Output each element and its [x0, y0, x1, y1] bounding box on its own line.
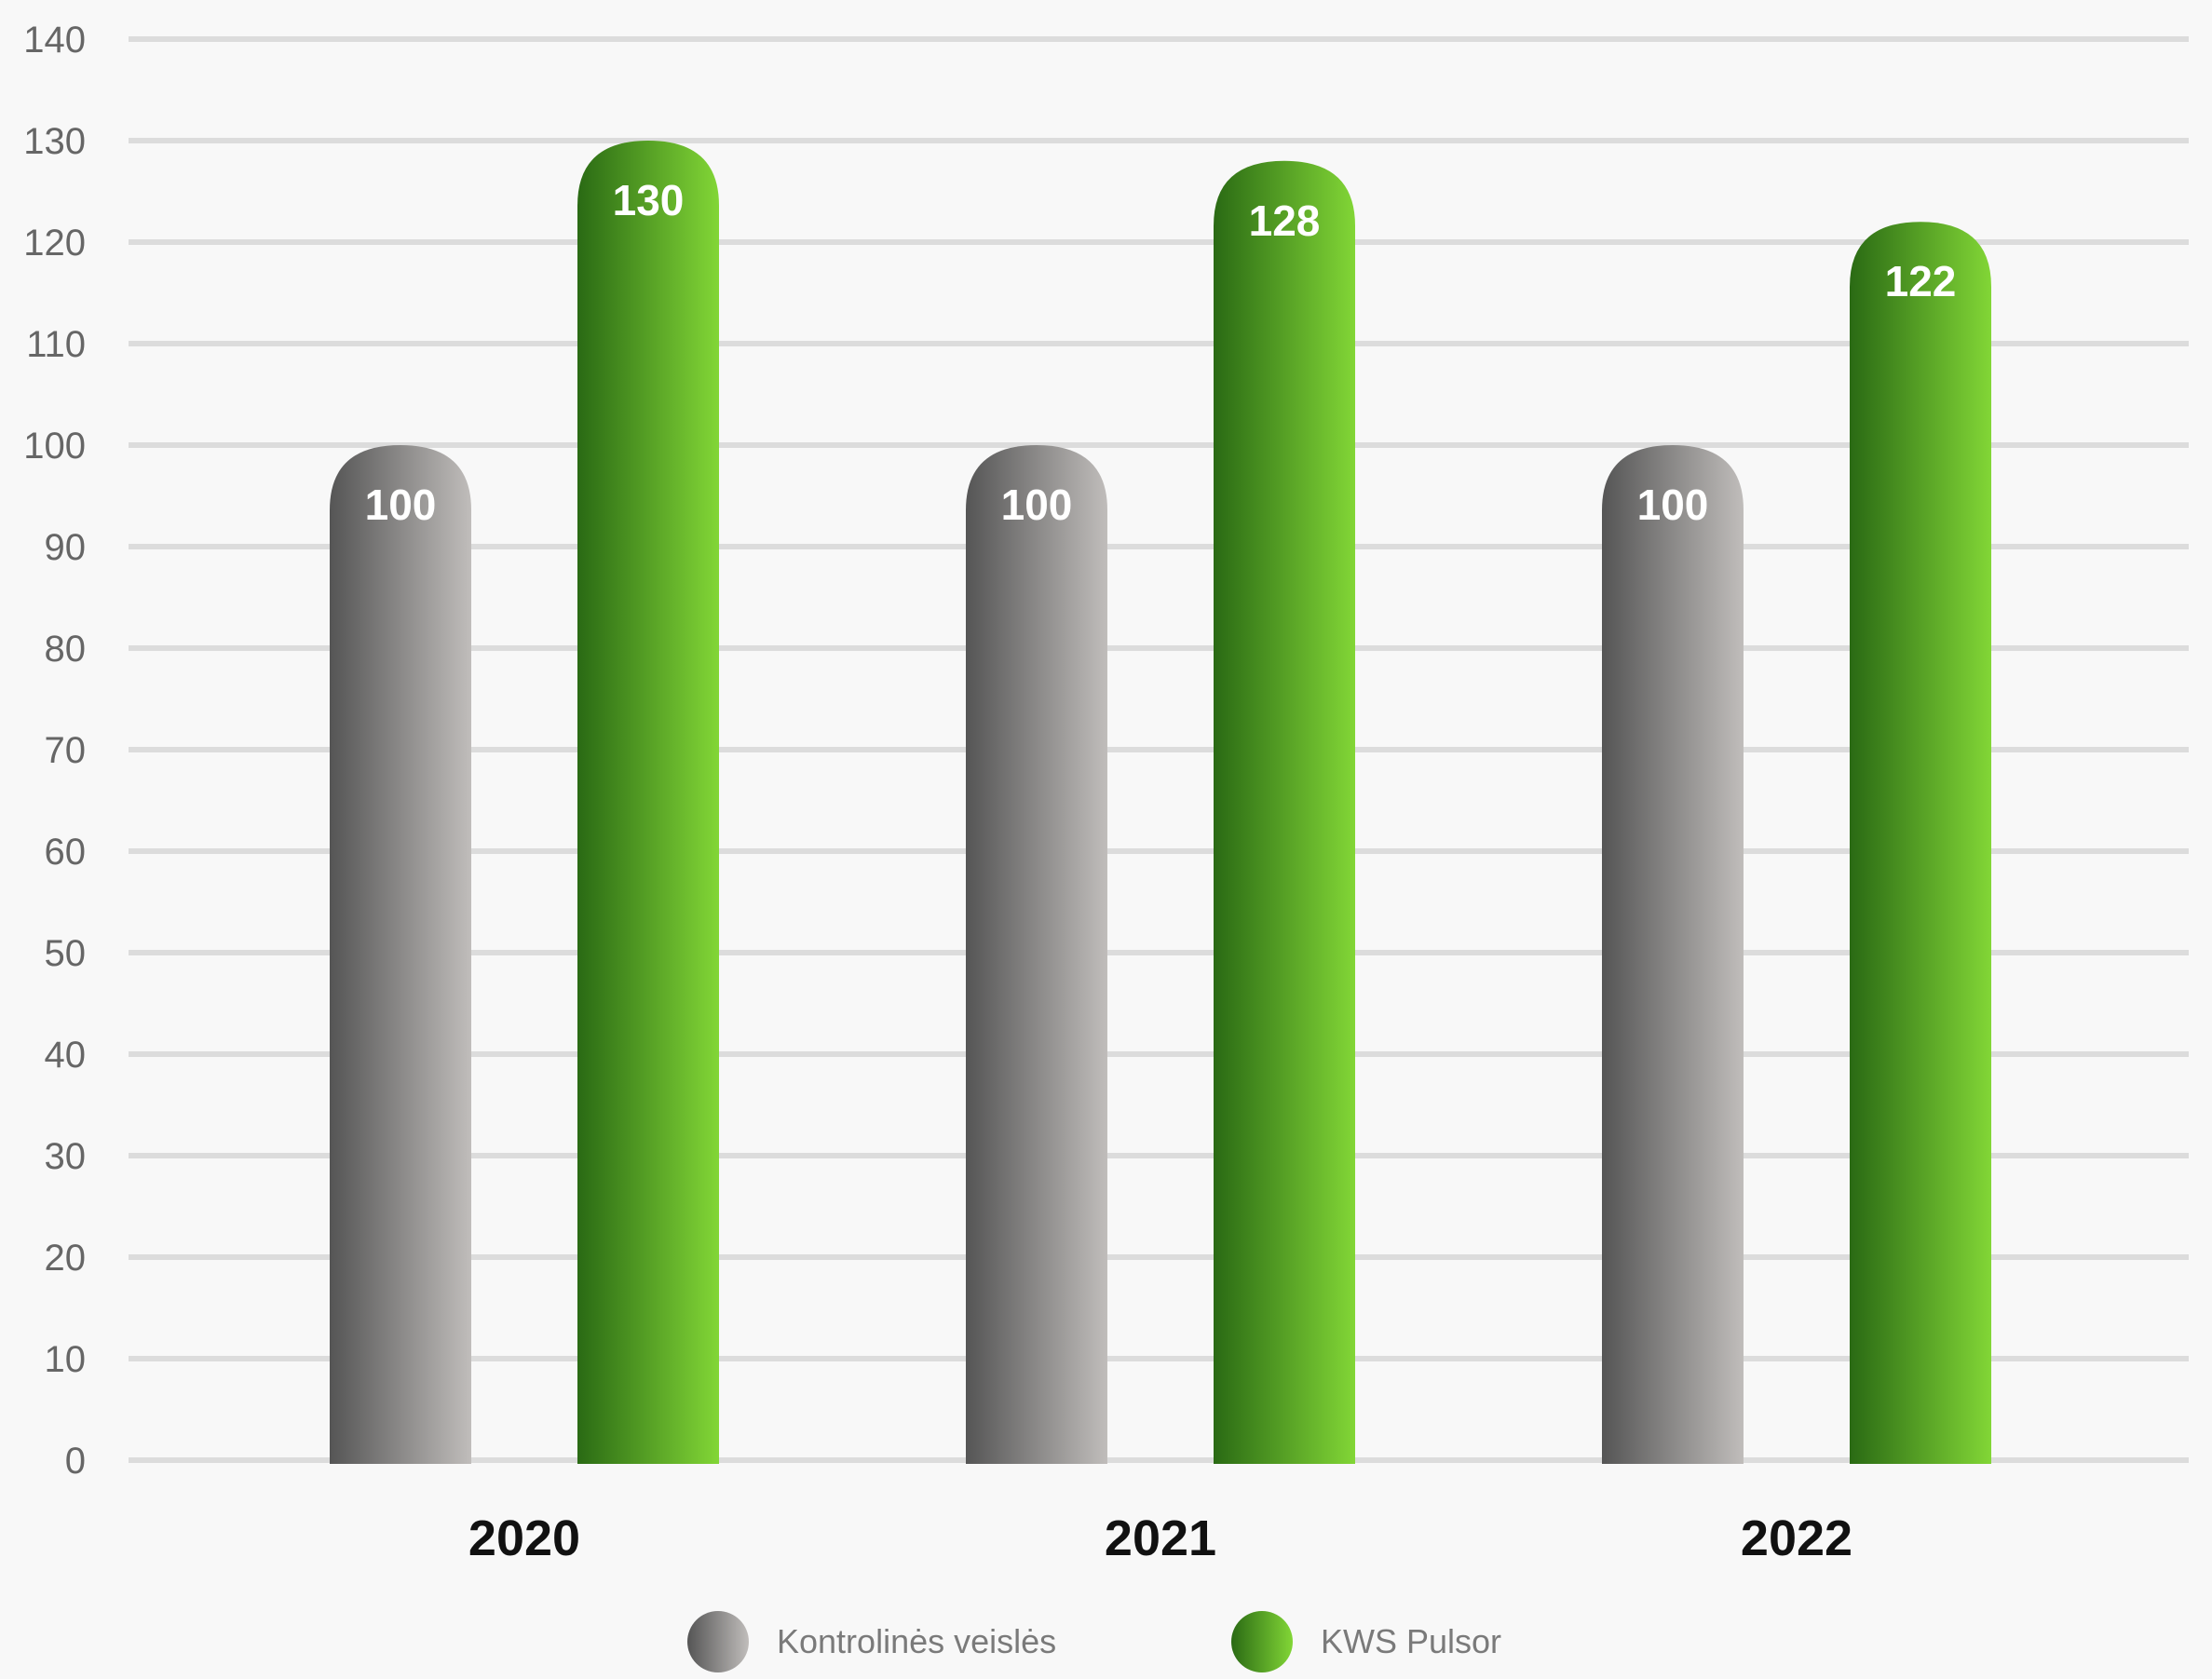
legend-label: Kontrolinės veislės: [777, 1622, 1057, 1660]
y-tick-label: 40: [45, 1035, 87, 1076]
legend: Kontrolinės veislės KWS Pulsor: [0, 1609, 2212, 1674]
x-tick-label: 2022: [1741, 1510, 1852, 1566]
y-axis: 0 10 20 30 40 50 60 70 80 90 100 110 120 130 140: [23, 20, 86, 1482]
y-tick-label: 60: [45, 832, 87, 873]
x-tick-label: 2020: [468, 1510, 580, 1566]
bar-value-label: 128: [1249, 196, 1321, 245]
y-tick-label: 10: [45, 1339, 87, 1380]
y-tick-label: 30: [45, 1136, 87, 1177]
bar-kontrolines-veisles-2022[interactable]: [1602, 445, 1744, 1464]
bar-value-label: 100: [1001, 481, 1073, 529]
legend-label: KWS Pulsor: [1321, 1622, 1502, 1660]
x-axis: 2020 2021 2022: [468, 1510, 1852, 1566]
x-tick-label: 2021: [1105, 1510, 1216, 1566]
y-tick-label: 20: [45, 1238, 87, 1279]
bar-kws-pulsor-2020[interactable]: [577, 141, 719, 1464]
bar-kws-pulsor-2021[interactable]: [1214, 160, 1355, 1464]
bar-kws-pulsor-2022[interactable]: [1850, 222, 1991, 1465]
bar-value-label: 100: [365, 481, 437, 529]
bar-value-label: 130: [613, 176, 685, 224]
legend-item-kws-pulsor[interactable]: KWS Pulsor: [1231, 1609, 1501, 1674]
y-tick-label: 70: [45, 730, 87, 771]
y-tick-label: 100: [23, 426, 86, 467]
legend-swatch-green: [1231, 1611, 1293, 1672]
grid-layer: [129, 36, 2189, 1463]
legend-item-kontrolines-veisles[interactable]: Kontrolinės veislės: [687, 1609, 1056, 1674]
y-tick-label: 0: [65, 1441, 86, 1482]
y-tick-label: 80: [45, 629, 87, 670]
y-tick-label: 90: [45, 527, 87, 568]
bars: [330, 141, 1991, 1465]
bar-value-label: 122: [1885, 257, 1957, 305]
bar-labels: 100 130 100 128 100 122: [365, 176, 1957, 529]
y-tick-label: 120: [23, 223, 86, 264]
bar-value-label: 100: [1637, 481, 1709, 529]
bar-chart: 0 10 20 30 40 50 60 70 80 90 100 110 120 130 140 100 13…: [23, 20, 2189, 1566]
y-tick-label: 130: [23, 121, 86, 162]
bar-kontrolines-veisles-2020[interactable]: [330, 445, 471, 1464]
y-tick-label: 110: [26, 324, 86, 365]
y-tick-label: 140: [23, 20, 86, 61]
bar-kontrolines-veisles-2021[interactable]: [966, 445, 1107, 1464]
y-tick-label: 50: [45, 933, 87, 974]
legend-swatch-gray: [687, 1611, 749, 1672]
